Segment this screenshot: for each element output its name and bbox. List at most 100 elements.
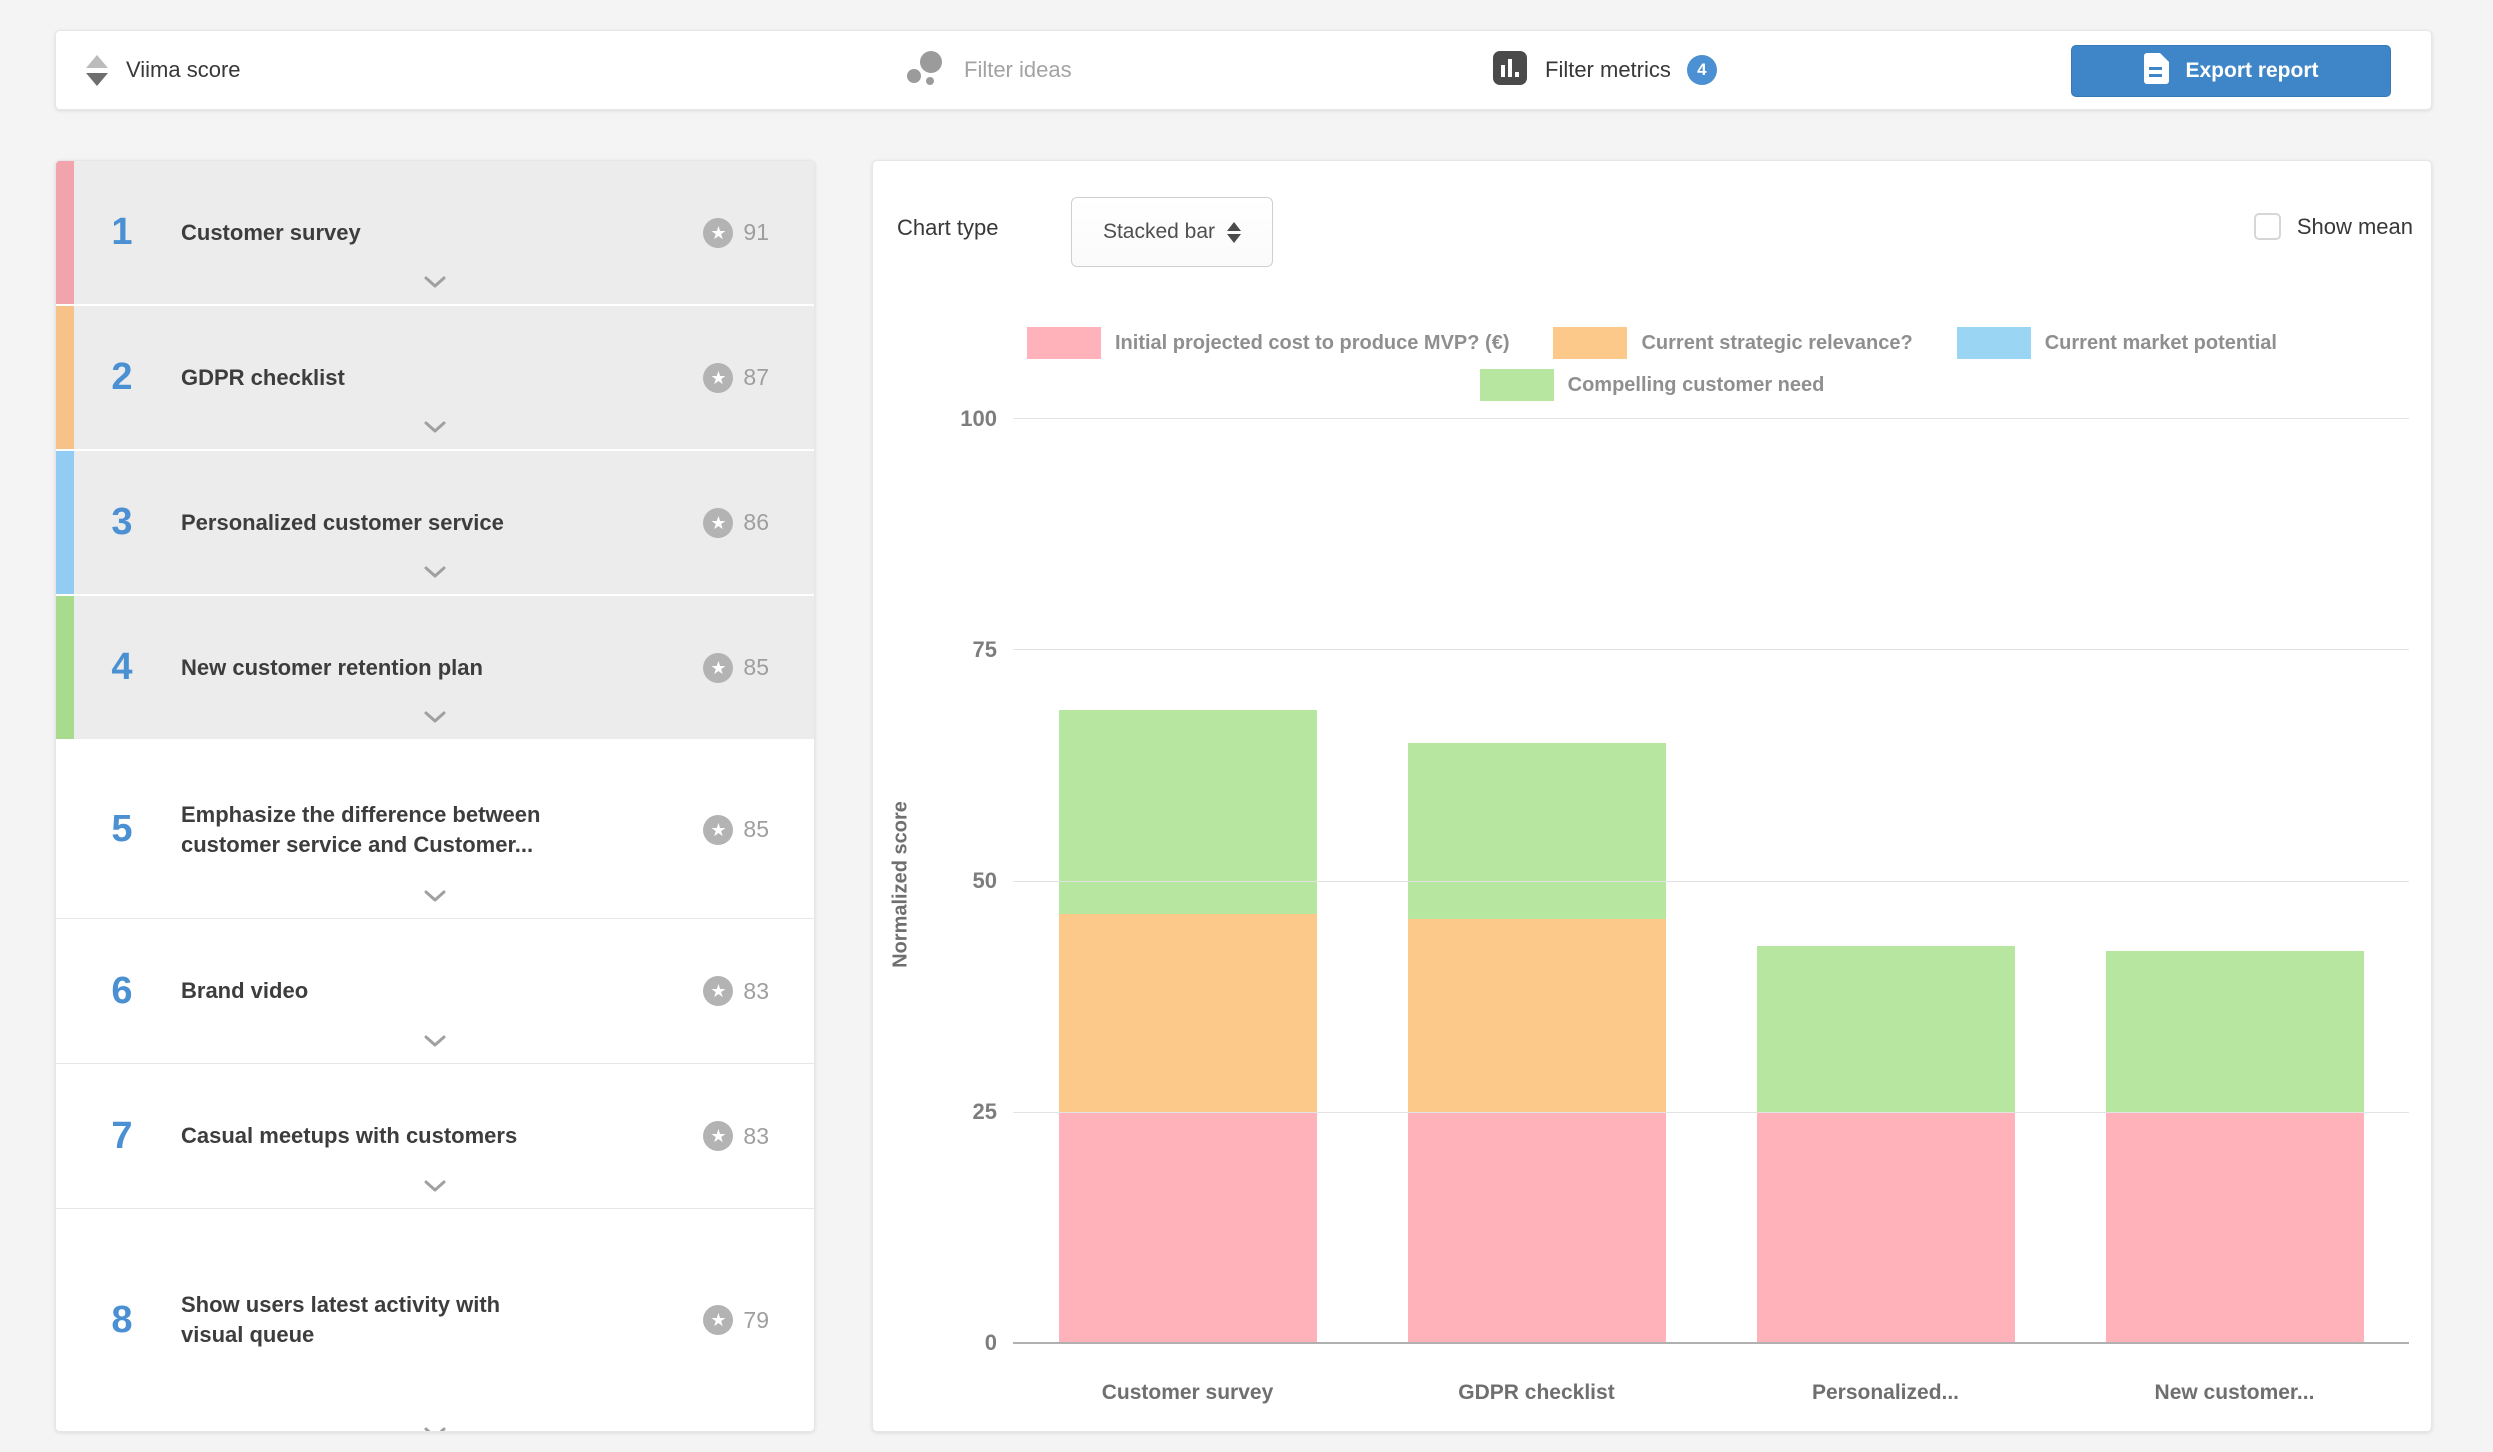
legend-row: Compelling customer need bbox=[1479, 369, 1825, 401]
expand-chevron-icon[interactable] bbox=[423, 1180, 447, 1198]
star-icon: ★ bbox=[703, 217, 734, 248]
star-icon: ★ bbox=[703, 814, 734, 845]
bar-slot bbox=[1711, 419, 2060, 1344]
star-icon: ★ bbox=[703, 362, 734, 393]
filter-ideas-label: Filter ideas bbox=[964, 57, 1072, 82]
expand-chevron-icon[interactable] bbox=[423, 1035, 447, 1053]
bar-segment bbox=[2105, 1112, 2364, 1344]
chart-legend: Initial projected cost to produce MVP? (… bbox=[873, 327, 2431, 401]
legend-item[interactable]: Compelling customer need bbox=[1479, 369, 1825, 401]
idea-score-value: 87 bbox=[743, 364, 769, 390]
idea-rank-number: 1 bbox=[111, 211, 133, 253]
bar-segment bbox=[1756, 1112, 2015, 1344]
idea-rank-number: 5 bbox=[111, 808, 133, 850]
expand-chevron-icon[interactable] bbox=[423, 276, 447, 294]
idea-row[interactable]: 4 New customer retention plan ★ 85 bbox=[56, 596, 814, 741]
expand-chevron-icon[interactable] bbox=[423, 711, 447, 729]
bar-slot bbox=[2060, 419, 2409, 1344]
filter-metrics-label: Filter metrics bbox=[1545, 57, 1671, 82]
legend-swatch bbox=[1956, 327, 2031, 359]
legend-item[interactable]: Initial projected cost to produce MVP? (… bbox=[1027, 327, 1509, 359]
idea-ranking-list: 1 Customer survey ★ 91 2 GDPR checklist ★ 87 3 Pe… bbox=[55, 160, 815, 1432]
category-label: New customer... bbox=[2154, 1381, 2315, 1404]
legend-label: Current market potential bbox=[2044, 331, 2277, 354]
idea-score-value: 91 bbox=[743, 219, 769, 245]
star-icon: ★ bbox=[703, 1305, 734, 1335]
rank-color-stripe bbox=[56, 306, 74, 449]
idea-row[interactable]: 5 Emphasize the difference between custom… bbox=[56, 741, 814, 918]
y-tick-label: 25 bbox=[972, 1099, 997, 1125]
idea-rank-number: 4 bbox=[111, 646, 133, 688]
expand-chevron-icon[interactable] bbox=[423, 566, 447, 584]
idea-rank-number: 8 bbox=[111, 1298, 133, 1341]
idea-score-value: 86 bbox=[743, 509, 769, 535]
idea-title: GDPR checklist bbox=[181, 364, 345, 390]
idea-score-value: 83 bbox=[743, 977, 769, 1004]
bar-segment bbox=[1407, 918, 1666, 1113]
idea-row[interactable]: 3 Personalized customer service ★ 86 bbox=[56, 451, 814, 596]
idea-row[interactable]: 8 Show users latest activity with visual … bbox=[56, 1208, 814, 1431]
rank-color-stripe bbox=[56, 161, 74, 304]
show-mean-checkbox[interactable] bbox=[2253, 213, 2281, 240]
legend-label: Compelling customer need bbox=[1567, 373, 1825, 396]
idea-score: ★ 79 bbox=[703, 1305, 769, 1335]
idea-title: Show users latest activity with visual q… bbox=[181, 1292, 501, 1347]
y-gridline: 75 bbox=[973, 637, 2409, 662]
expand-chevron-icon[interactable] bbox=[423, 1427, 447, 1431]
idea-score-value: 83 bbox=[743, 1122, 769, 1149]
legend-swatch bbox=[1479, 369, 1554, 401]
legend-label: Initial projected cost to produce MVP? (… bbox=[1115, 331, 1510, 354]
stacked-bar bbox=[1756, 419, 2015, 1344]
expand-chevron-icon[interactable] bbox=[423, 890, 447, 908]
idea-row[interactable]: 7 Casual meetups with customers ★ 83 bbox=[56, 1063, 814, 1208]
sort-label: Viima score bbox=[126, 57, 241, 82]
y-tick-label: 50 bbox=[972, 868, 997, 893]
expand-chevron-icon[interactable] bbox=[423, 421, 447, 439]
stacked-bar bbox=[1058, 419, 1317, 1344]
rank-color-stripe bbox=[56, 596, 74, 739]
star-icon: ★ bbox=[703, 507, 734, 538]
legend-row: Initial projected cost to produce MVP? (… bbox=[1027, 327, 2277, 359]
filter-metrics-button[interactable]: Filter metrics 4 bbox=[1493, 31, 1717, 109]
legend-swatch bbox=[1027, 327, 1101, 359]
idea-score: ★ 85 bbox=[703, 652, 769, 683]
idea-score: ★ 83 bbox=[703, 976, 769, 1006]
idea-title: Customer survey bbox=[181, 219, 361, 245]
idea-score-value: 79 bbox=[743, 1306, 769, 1333]
stacked-bar bbox=[2105, 419, 2364, 1344]
bar-segment bbox=[1058, 913, 1317, 1113]
y-tick-label: 100 bbox=[960, 405, 997, 431]
y-gridline: 50 bbox=[973, 868, 2409, 893]
bar-segment bbox=[1407, 1112, 1666, 1344]
export-report-button[interactable]: Export report bbox=[2071, 45, 2391, 97]
category-label: Customer survey bbox=[1101, 1381, 1274, 1404]
idea-score: ★ 85 bbox=[703, 814, 769, 845]
show-mean-toggle[interactable]: Show mean bbox=[2253, 213, 2413, 240]
export-report-label: Export report bbox=[2185, 59, 2319, 82]
filter-ideas-button[interactable]: Filter ideas bbox=[906, 31, 1072, 109]
chart-type-value: Stacked bar bbox=[1102, 220, 1216, 243]
chart-panel: Chart type Stacked bar Show mean Initial… bbox=[872, 160, 2432, 1432]
idea-score-value: 85 bbox=[743, 816, 769, 842]
bar-segment bbox=[1756, 946, 2015, 1113]
idea-row[interactable]: 2 GDPR checklist ★ 87 bbox=[56, 306, 814, 451]
bar-segment bbox=[1058, 710, 1317, 914]
bar-slot bbox=[1013, 419, 1362, 1344]
bar-segment bbox=[1407, 742, 1666, 919]
bubbles-icon bbox=[906, 49, 946, 92]
star-icon: ★ bbox=[703, 652, 734, 683]
chart-type-select[interactable]: Stacked bar bbox=[1071, 197, 1273, 267]
y-gridline: 100 bbox=[960, 406, 2409, 431]
legend-label: Current strategic relevance? bbox=[1641, 331, 1913, 354]
sort-by-viima-score[interactable]: Viima score bbox=[86, 31, 241, 109]
top-toolbar: Viima score Filter ideas Filter metrics … bbox=[55, 30, 2432, 110]
document-icon bbox=[2143, 52, 2170, 90]
idea-rank-number: 2 bbox=[111, 356, 133, 398]
legend-item[interactable]: Current strategic relevance? bbox=[1553, 327, 1913, 359]
y-gridline: 0 bbox=[985, 1330, 2409, 1355]
sort-arrows-icon bbox=[86, 54, 108, 86]
idea-row[interactable]: 6 Brand video ★ 83 bbox=[56, 918, 814, 1063]
legend-item[interactable]: Current market potential bbox=[1956, 327, 2277, 359]
idea-row[interactable]: 1 Customer survey ★ 91 bbox=[56, 161, 814, 306]
star-icon: ★ bbox=[703, 976, 734, 1006]
